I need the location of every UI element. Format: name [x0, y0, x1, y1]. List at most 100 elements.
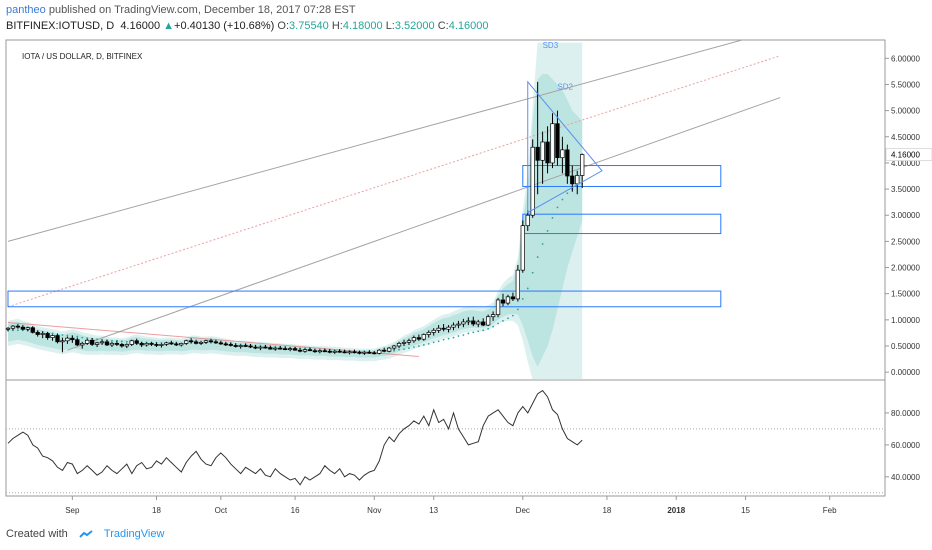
- ma-point: [120, 340, 123, 343]
- ma-point: [393, 349, 395, 352]
- candle-body: [436, 327, 441, 331]
- candle-body: [332, 350, 337, 353]
- candle-body: [119, 344, 125, 347]
- candle-body: [307, 349, 313, 352]
- candle: [540, 131, 545, 184]
- candle-body: [322, 350, 327, 353]
- candle: [382, 347, 387, 353]
- time-tick-label: Sep: [65, 506, 80, 515]
- high-value: 4.18000: [342, 20, 383, 32]
- candle: [456, 320, 461, 329]
- candle: [174, 341, 179, 346]
- tradingview-link[interactable]: TradingView: [103, 528, 165, 540]
- support-boxes: [7, 165, 722, 308]
- candle: [35, 330, 40, 337]
- ma-point: [561, 198, 564, 201]
- candle-body: [426, 332, 431, 335]
- moving-average: [7, 182, 584, 353]
- candle: [80, 341, 85, 349]
- candle-body: [253, 346, 258, 349]
- candle: [530, 139, 535, 218]
- ma-point: [472, 331, 475, 334]
- candle-body: [288, 348, 293, 351]
- candle: [99, 339, 105, 345]
- candle-body: [495, 299, 501, 315]
- candle: [481, 318, 486, 327]
- ma-point: [413, 346, 415, 348]
- candle-body: [258, 346, 263, 349]
- candle-body: [159, 344, 164, 346]
- candle-body: [565, 149, 570, 177]
- ma-point: [452, 336, 455, 339]
- candle: [154, 342, 159, 348]
- symbol-name: BITFINEX:IOTUSD, D: [6, 20, 115, 32]
- channel-middle: [7, 55, 781, 308]
- candle-body: [40, 333, 45, 335]
- candle: [179, 342, 184, 347]
- candle: [20, 325, 25, 331]
- candle: [25, 326, 30, 332]
- candle: [213, 339, 219, 344]
- candle-body: [30, 327, 35, 333]
- candle: [288, 347, 293, 352]
- candle-body: [510, 296, 516, 300]
- candle-body: [263, 346, 268, 349]
- footer: Created with TradingView: [6, 528, 164, 540]
- candle: [85, 338, 90, 345]
- candle-body: [530, 146, 535, 216]
- candle-body: [50, 335, 55, 338]
- candle: [372, 351, 377, 355]
- chart-frame: [5, 39, 886, 497]
- candle: [10, 325, 16, 331]
- candle: [347, 350, 352, 355]
- candle-body: [164, 342, 169, 345]
- ma-point: [457, 335, 460, 337]
- author-name[interactable]: pantheo: [6, 4, 46, 16]
- candle-body: [169, 342, 174, 345]
- published-text: published on TradingView.com, December 1…: [48, 4, 356, 16]
- ma-point: [259, 344, 262, 347]
- time-tick-label: 13: [429, 506, 438, 515]
- candle: [352, 349, 357, 354]
- time-tick-label: 18: [602, 506, 611, 515]
- plot-border: [5, 39, 886, 497]
- candle: [55, 333, 60, 344]
- ma-point: [487, 327, 490, 330]
- change-up-icon: ▲: [163, 20, 175, 32]
- candle: [327, 349, 332, 354]
- support-box-1: [522, 165, 722, 187]
- candle: [253, 344, 258, 350]
- candle: [550, 113, 555, 169]
- ma-point: [521, 298, 524, 300]
- candle-body: [184, 340, 189, 344]
- candle-body: [471, 320, 476, 325]
- candle: [451, 322, 456, 331]
- candle: [45, 331, 50, 340]
- time-tick-label: 15: [741, 506, 750, 515]
- candle-body: [411, 337, 417, 342]
- candle: [30, 326, 35, 334]
- candle-body: [570, 175, 575, 185]
- deviation-bands: SD3 SD2: [8, 41, 583, 380]
- ma-point: [477, 330, 480, 333]
- price-tick-label: 4.50000: [891, 133, 920, 142]
- support-box-3: [7, 290, 722, 308]
- candle: [164, 341, 169, 346]
- candle: [406, 338, 412, 345]
- candle: [377, 349, 382, 355]
- candle-body: [189, 340, 194, 343]
- time-tick-label: Nov: [367, 506, 381, 515]
- candle: [124, 343, 129, 349]
- candle: [248, 343, 253, 349]
- candle: [545, 126, 550, 174]
- candle: [575, 170, 580, 195]
- open-value: 3.75540: [289, 20, 329, 32]
- candle: [387, 347, 392, 353]
- candle: [94, 341, 100, 348]
- ma-point: [403, 348, 405, 351]
- time-tick-label: 2018: [667, 506, 685, 515]
- candle: [233, 343, 238, 348]
- candle-body: [35, 332, 40, 335]
- candle-body: [248, 345, 253, 348]
